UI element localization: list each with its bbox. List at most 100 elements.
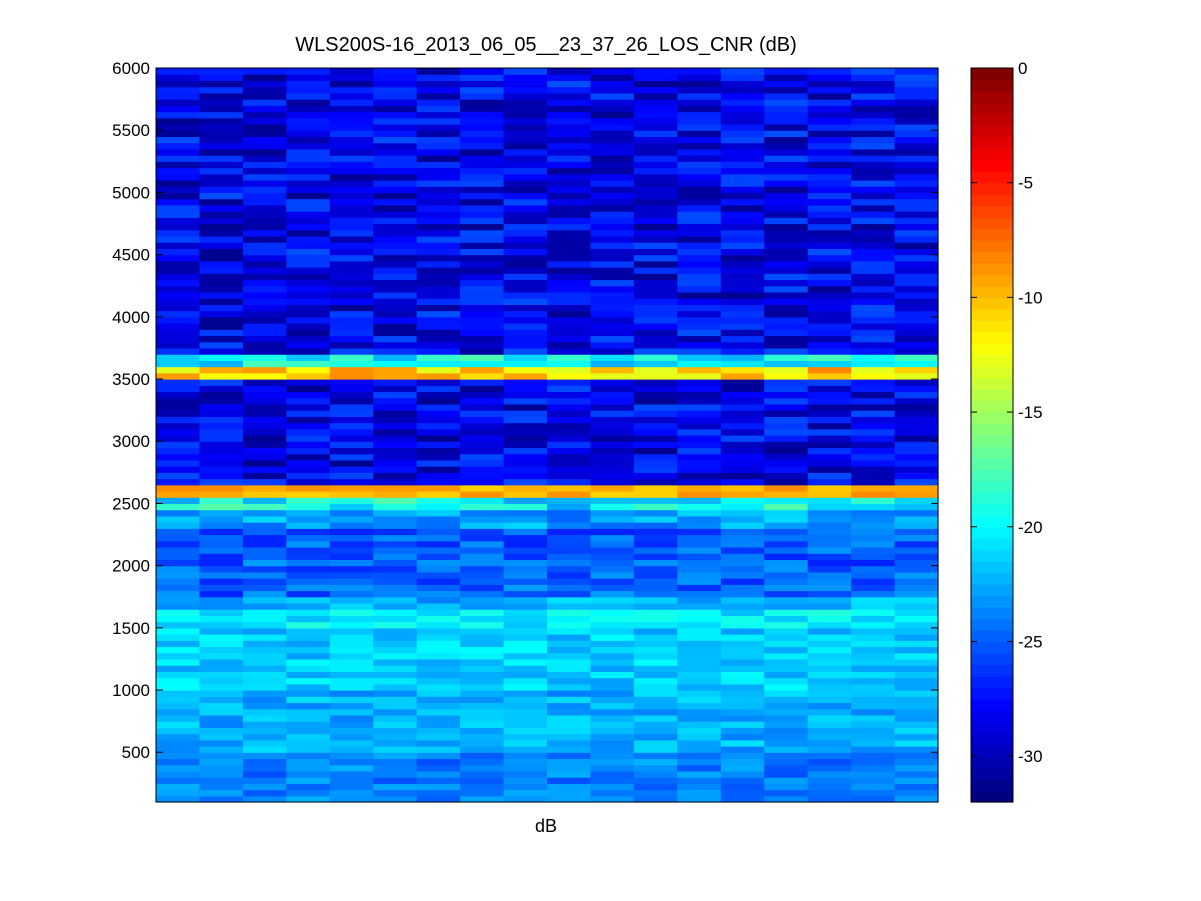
heatmap-cell [329, 515, 374, 523]
heatmap-cell [416, 503, 461, 511]
heatmap-cell [720, 136, 765, 144]
heatmap-cell [894, 602, 939, 610]
heatmap-cell [894, 68, 939, 75]
heatmap-cell [460, 559, 505, 567]
heatmap-cell [242, 298, 287, 305]
heatmap-cell [156, 777, 201, 784]
heatmap-cell [373, 546, 418, 554]
heatmap-cell [416, 683, 461, 691]
heatmap-cell [590, 690, 635, 697]
heatmap-cell [503, 379, 548, 386]
heatmap-cell [851, 696, 896, 704]
heatmap-cell [329, 609, 374, 616]
colorbar-swatch [971, 721, 1013, 734]
heatmap-cell [373, 235, 418, 243]
heatmap-cell [156, 739, 201, 747]
heatmap-cells [156, 68, 939, 803]
heatmap-cell [460, 602, 505, 610]
heatmap-cell [242, 136, 287, 144]
heatmap-cell [503, 217, 548, 225]
heatmap-cell [373, 385, 418, 393]
colorbar-swatch [971, 469, 1013, 482]
heatmap-cell [851, 403, 896, 411]
heatmap-cell [416, 777, 461, 784]
heatmap-cell [764, 528, 809, 536]
heatmap-cell [764, 267, 809, 274]
heatmap-cell [156, 714, 201, 722]
heatmap-cell [373, 273, 418, 281]
heatmap-cell [329, 758, 374, 766]
heatmap-cell [547, 80, 592, 88]
heatmap-cell [590, 223, 635, 231]
colorbar-swatch [971, 492, 1013, 505]
heatmap-cell [242, 746, 287, 753]
heatmap-cell [633, 223, 678, 231]
heatmap-cell [720, 379, 765, 386]
heatmap-cell [894, 484, 939, 492]
heatmap-cell [503, 422, 548, 430]
heatmap-cell [894, 92, 939, 100]
heatmap-cell [286, 298, 331, 305]
heatmap-cell [329, 559, 374, 567]
heatmap-cell [633, 621, 678, 629]
heatmap-cell [286, 155, 331, 162]
heatmap-cell [156, 515, 201, 523]
heatmap-cell [460, 354, 505, 361]
heatmap-cell [633, 733, 678, 741]
heatmap-cell [286, 652, 331, 660]
heatmap-cell [807, 80, 852, 88]
heatmap-cell [894, 204, 939, 212]
colorbar-swatch [971, 412, 1013, 425]
heatmap-cell [329, 372, 374, 380]
heatmap-cell [894, 335, 939, 343]
heatmap-cell [373, 459, 418, 467]
heatmap-cell [590, 99, 635, 106]
heatmap-cell [807, 248, 852, 256]
heatmap-cell [460, 223, 505, 231]
heatmap-cell [199, 397, 244, 405]
heatmap-cell [199, 770, 244, 778]
heatmap-cell [764, 609, 809, 616]
heatmap-cell [373, 596, 418, 604]
heatmap-cell [677, 789, 722, 797]
heatmap-cell [156, 136, 201, 144]
heatmap-cell [764, 92, 809, 100]
heatmap-cell [807, 167, 852, 175]
heatmap-cell [894, 565, 939, 573]
heatmap-cell [764, 397, 809, 405]
heatmap-cell [156, 179, 201, 187]
heatmap-cell [547, 484, 592, 492]
heatmap-cell [851, 198, 896, 206]
heatmap-cell [590, 584, 635, 592]
heatmap-cell [460, 167, 505, 175]
heatmap-cell [373, 453, 418, 461]
heatmap-cell [677, 764, 722, 772]
heatmap-cell [199, 254, 244, 262]
heatmap-cell [894, 478, 939, 486]
heatmap-cell [547, 777, 592, 784]
heatmap-cell [242, 354, 287, 361]
heatmap-cell [720, 609, 765, 616]
heatmap-cell [416, 435, 461, 442]
heatmap-cell [633, 746, 678, 753]
heatmap-cell [329, 410, 374, 417]
heatmap-cell [807, 68, 852, 75]
heatmap-cell [764, 665, 809, 672]
heatmap-cell [503, 391, 548, 399]
heatmap-cell [894, 379, 939, 386]
heatmap-cell [894, 783, 939, 791]
heatmap-cell [720, 540, 765, 548]
heatmap-cell [894, 652, 939, 660]
heatmap-cell [894, 323, 939, 330]
heatmap-cell [460, 522, 505, 529]
heatmap-cell [547, 746, 592, 753]
heatmap-cell [720, 391, 765, 399]
heatmap-cell [199, 590, 244, 598]
heatmap-cell [590, 640, 635, 648]
heatmap-cell [851, 559, 896, 567]
heatmap-cell [590, 671, 635, 679]
heatmap-cell [590, 217, 635, 225]
heatmap-cell [590, 68, 635, 75]
heatmap-cell [242, 602, 287, 610]
heatmap-cell [329, 422, 374, 430]
